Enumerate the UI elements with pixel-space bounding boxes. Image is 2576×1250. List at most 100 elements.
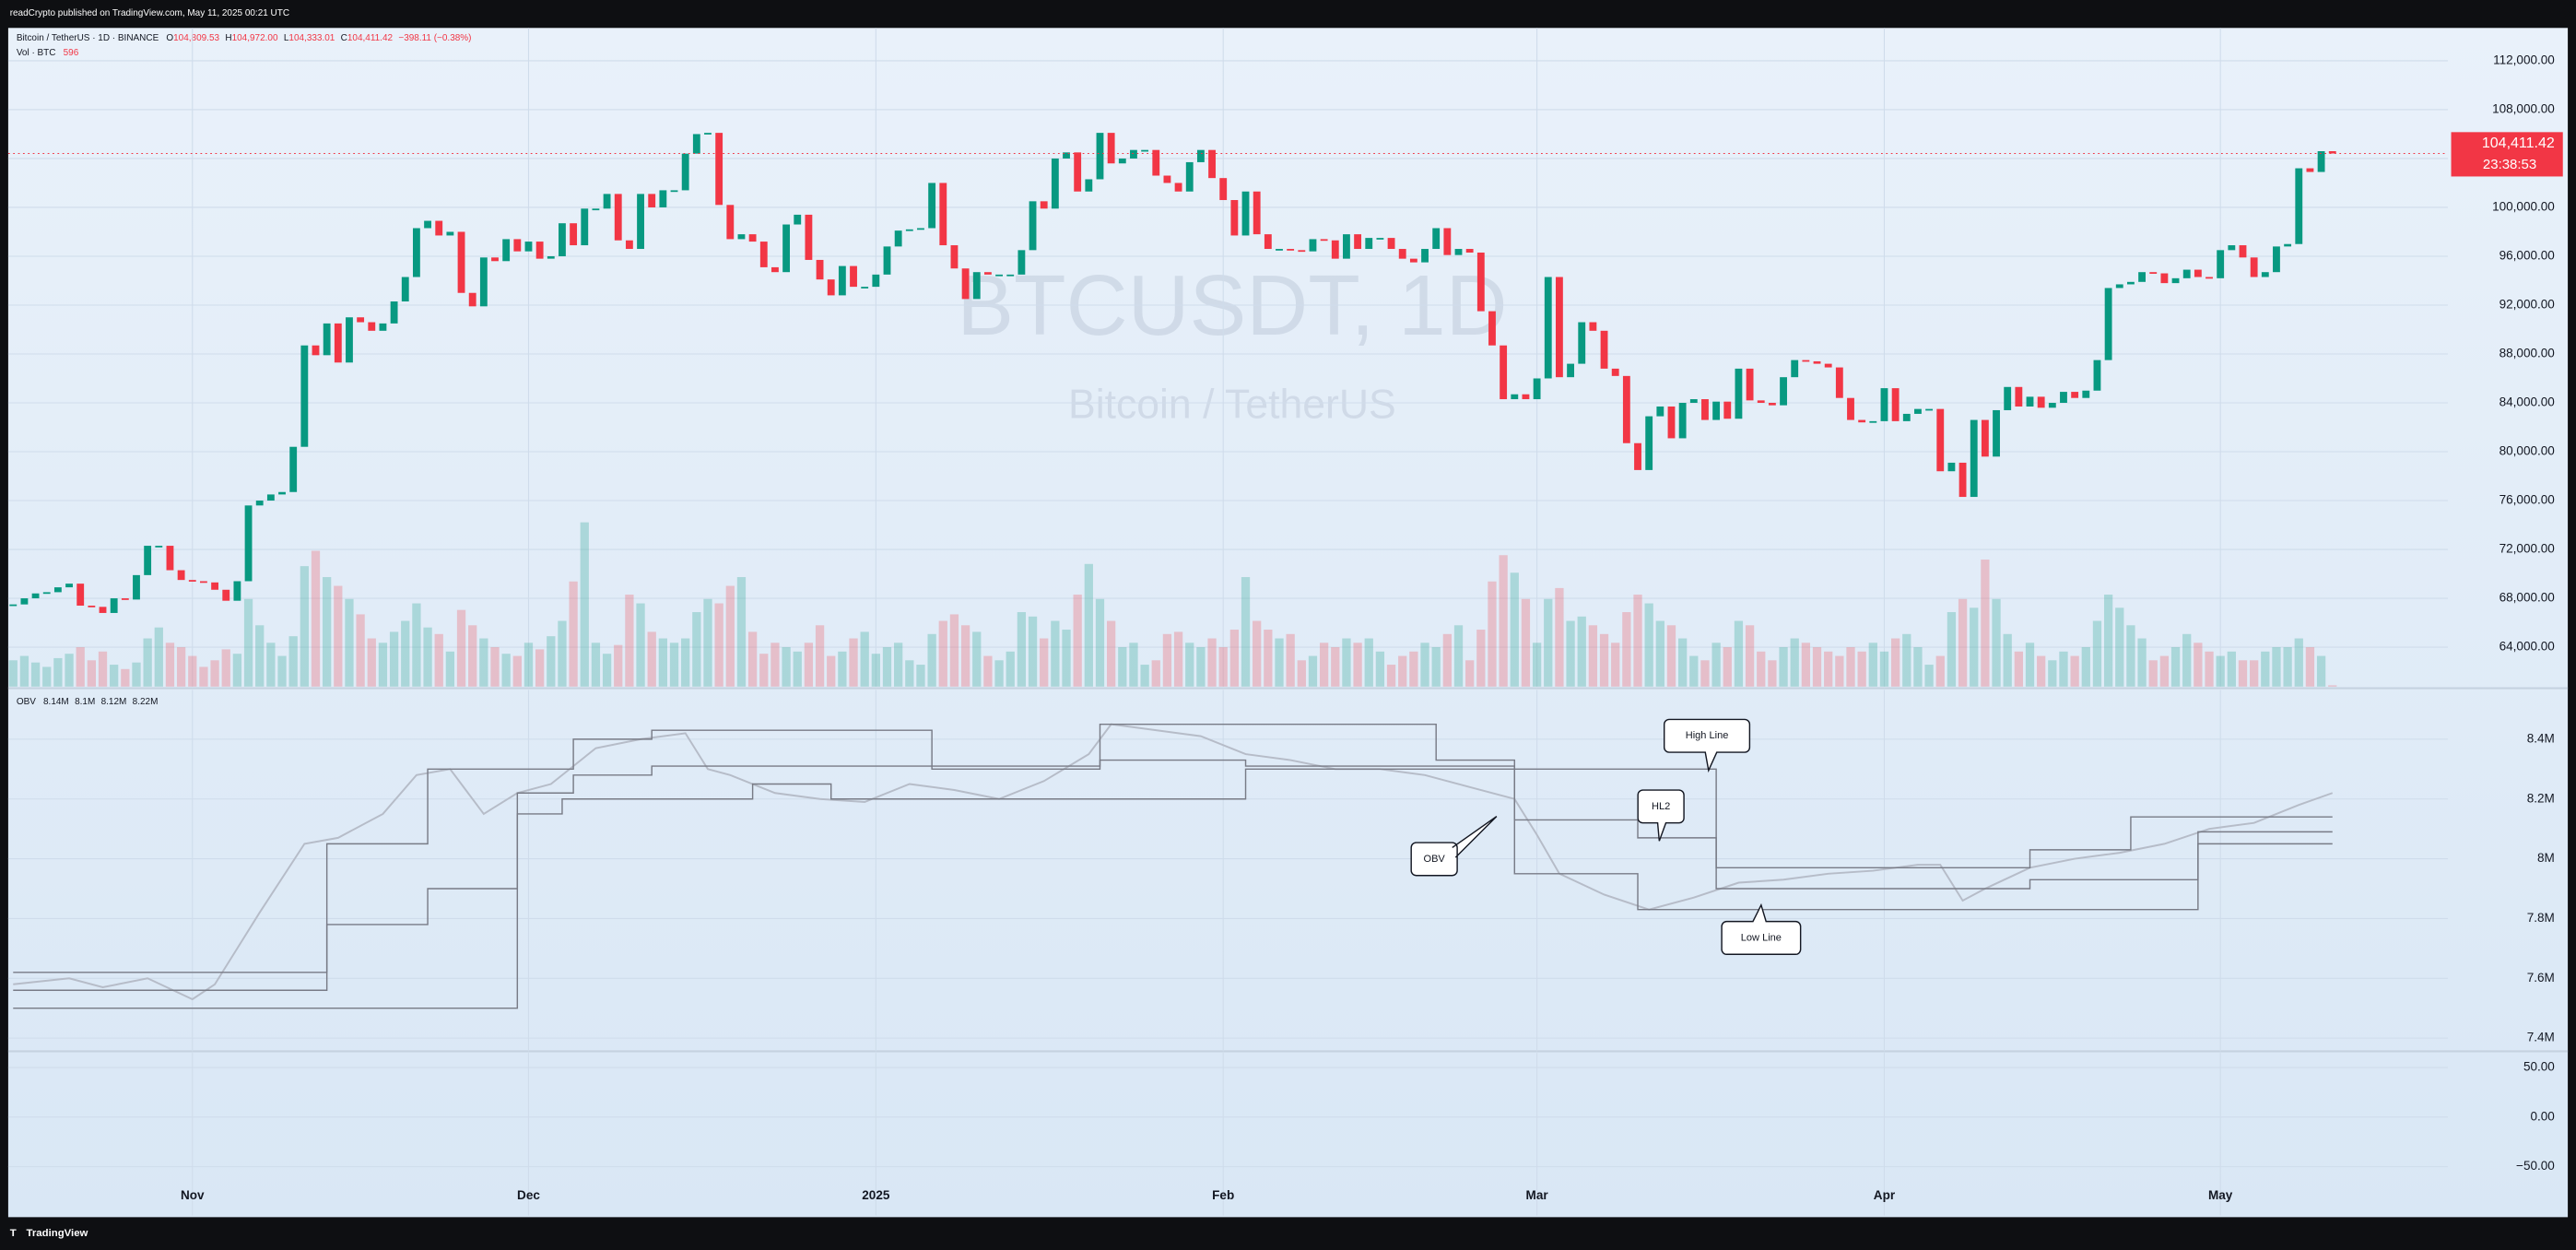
candle-body xyxy=(894,230,902,247)
volume-bar xyxy=(2070,655,2079,687)
series-line xyxy=(13,723,2334,1001)
volume-bar xyxy=(714,603,723,687)
y-tick-label: 76,000.00 xyxy=(2500,493,2555,507)
candle-body xyxy=(771,266,779,273)
candle-body xyxy=(222,589,230,601)
volume-bar xyxy=(1992,598,2001,687)
x-tick-label: May xyxy=(2208,1188,2233,1202)
candle-body xyxy=(2026,396,2034,407)
volume-bar xyxy=(132,662,141,687)
candle-body xyxy=(2194,269,2202,277)
volume-bar xyxy=(1555,587,1564,687)
candle-body xyxy=(479,257,488,307)
candle-body xyxy=(1376,238,1384,240)
symbol-title: Bitcoin / TetherUS · 1D · BINANCE xyxy=(17,33,159,43)
volume-bar xyxy=(176,647,186,687)
volume-bar xyxy=(894,643,903,687)
volume-bar xyxy=(2205,651,2214,687)
volume-bar xyxy=(2316,655,2326,687)
volume-bar xyxy=(1970,607,1979,687)
volume-bar xyxy=(1162,633,1172,687)
callout-label: High Line xyxy=(1686,730,1729,741)
candle-body xyxy=(1780,377,1787,406)
volume-bar xyxy=(1218,647,1228,687)
callout-box xyxy=(1663,718,1751,773)
candle-body xyxy=(312,345,320,356)
volume-bar xyxy=(1981,560,1990,687)
candle-body xyxy=(2217,250,2225,278)
candle-body xyxy=(1465,249,1474,254)
candle-body xyxy=(547,255,555,259)
candle-body xyxy=(1544,277,1552,379)
candle-body xyxy=(1914,408,1922,414)
candle-body xyxy=(1802,360,1810,362)
volume-bar xyxy=(2194,643,2203,687)
candle-body xyxy=(1902,413,1911,421)
candle-body xyxy=(1936,408,1945,472)
candle-body xyxy=(1130,149,1137,159)
candle-body xyxy=(1174,183,1182,192)
volume-bar xyxy=(1196,647,1206,687)
candle-body xyxy=(435,220,443,236)
volume-title: Vol · BTC xyxy=(17,48,56,58)
candle-body xyxy=(1880,388,1888,421)
quote-value: 104,972.00 xyxy=(232,33,278,43)
volume-bar xyxy=(1510,572,1519,687)
candle-body xyxy=(1667,406,1676,439)
volume-bar xyxy=(871,654,880,687)
volume-bar xyxy=(1151,660,1160,687)
candle-body xyxy=(188,580,196,582)
candle-body xyxy=(1196,149,1205,162)
volume-bar xyxy=(2182,633,2192,687)
candle-body xyxy=(1208,149,1216,179)
candle-body xyxy=(2273,246,2280,273)
candle-body xyxy=(1723,401,1732,419)
candle-body xyxy=(2328,151,2336,154)
candle-body xyxy=(1387,238,1395,250)
volume-bar xyxy=(479,638,488,687)
volume-bar xyxy=(725,585,735,687)
volume-bar xyxy=(2227,651,2236,687)
candle-body xyxy=(1645,416,1653,470)
y-tick-label: 68,000.00 xyxy=(2500,591,2555,605)
volume-bar xyxy=(1207,638,1217,687)
candle-body xyxy=(357,317,365,323)
quote-key: H xyxy=(225,33,231,43)
candle-body xyxy=(1152,149,1160,176)
volume-bar xyxy=(692,612,701,687)
candle-body xyxy=(1309,239,1317,252)
volume-bar xyxy=(759,654,769,687)
volume-bar xyxy=(210,660,219,687)
volume-bar xyxy=(1588,625,1598,687)
candle-body xyxy=(2317,151,2325,172)
volume-bar xyxy=(625,595,634,687)
candle-body xyxy=(928,183,936,229)
candle-body xyxy=(1017,250,1026,275)
y-tick-label: 100,000.00 xyxy=(2492,200,2555,214)
candle-body xyxy=(502,239,511,262)
candle-body xyxy=(983,272,992,275)
candle-body xyxy=(1701,399,1709,420)
volume-bar xyxy=(389,631,399,687)
candle-body xyxy=(2205,277,2213,279)
candle-body xyxy=(1488,311,1496,346)
volume-bar xyxy=(703,598,712,687)
volume-bar xyxy=(972,631,982,687)
volume-bar xyxy=(949,614,959,687)
volume-bar xyxy=(1577,616,1586,687)
obv-header: OBV 8.14M 8.1M 8.12M 8.22M xyxy=(17,696,159,706)
candle-body xyxy=(1006,274,1015,277)
candle-body xyxy=(2149,272,2158,274)
volume-bar xyxy=(905,660,914,687)
symbol-header: Bitcoin / TetherUS · 1D · BINANCE O104,8… xyxy=(17,33,472,43)
candle-body xyxy=(961,268,970,300)
candle-body xyxy=(1241,191,1250,236)
candle-body xyxy=(1925,408,1934,411)
volume-bar xyxy=(1051,620,1060,687)
candle-body xyxy=(334,323,342,363)
volume-bar xyxy=(412,603,421,687)
candle-body xyxy=(266,494,275,501)
volume-bar xyxy=(2148,660,2158,687)
y-tick-label: 0.00 xyxy=(2530,1109,2554,1123)
candle-body xyxy=(570,223,578,246)
